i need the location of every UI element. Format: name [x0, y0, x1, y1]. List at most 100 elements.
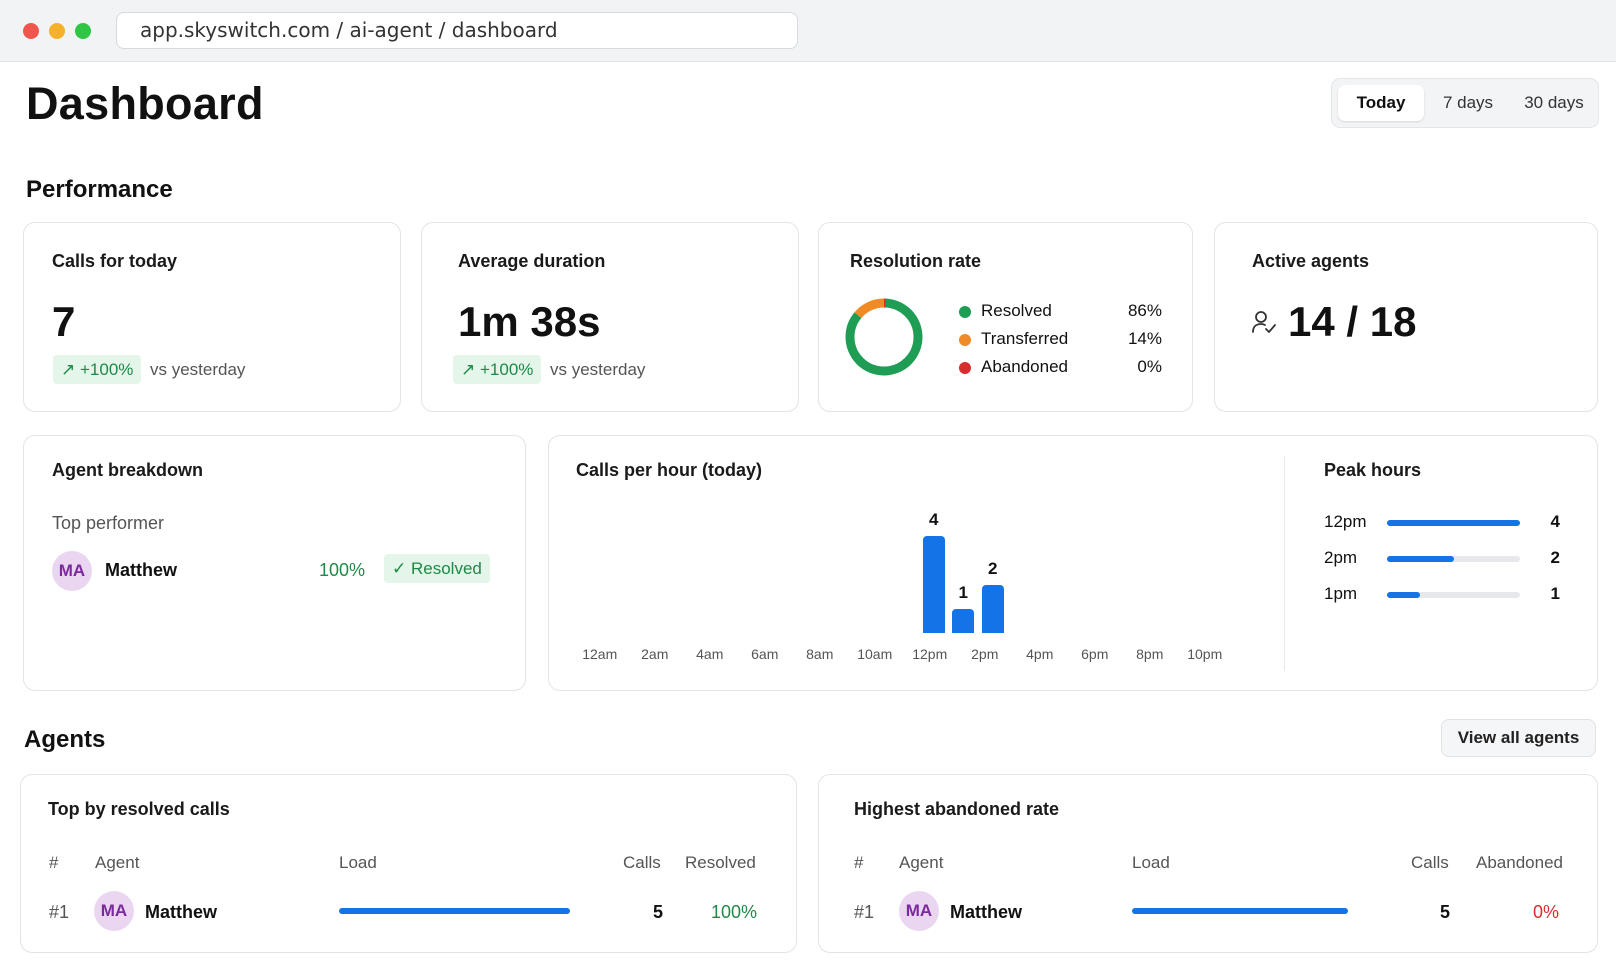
calls-value: 5	[1440, 902, 1451, 922]
legend-value: 86%	[1127, 301, 1162, 320]
page-title: Dashboard	[26, 78, 264, 129]
average-duration-card: Average duration 1m 38s ↗ +100% vs yeste…	[421, 222, 799, 412]
active-agents-value: 14 / 18	[1288, 298, 1417, 345]
x-tick-label: 6pm	[1081, 646, 1109, 662]
peak-hours-title: Peak hours	[1324, 460, 1422, 480]
load-bar	[339, 908, 570, 914]
delta-value: +100%	[479, 360, 534, 379]
legend-label: Abandoned	[981, 357, 1068, 376]
card-title: Active agents	[1252, 251, 1370, 271]
resolved-dot-icon	[959, 306, 971, 318]
agent-name[interactable]: Matthew	[950, 902, 1022, 922]
maximize-window-button[interactable]	[75, 23, 91, 39]
bar-12pm	[922, 536, 945, 633]
bar-1pm	[952, 608, 975, 633]
close-window-button[interactable]	[23, 23, 39, 39]
range-option-30-days[interactable]: 30 days	[1524, 93, 1584, 112]
peak-bar-track	[1387, 592, 1520, 598]
top-resolved-card: Top by resolved calls # Agent Load Calls…	[20, 774, 797, 953]
duration-delta-badge: ↗ +100%	[453, 355, 542, 384]
delta-caption: vs yesterday	[150, 360, 246, 379]
legend-transferred: Transferred 14%	[959, 329, 1162, 351]
x-tick-label: 12pm	[912, 646, 948, 662]
calls-per-hour-card: Calls per hour (today) Peak hours	[548, 435, 1598, 691]
calls-today-value: 7	[52, 298, 76, 345]
divider	[1284, 456, 1285, 671]
x-tick-label: 4am	[696, 646, 724, 662]
peak-label: 1pm	[1324, 584, 1358, 603]
range-option-today[interactable]: Today	[1338, 85, 1424, 121]
legend-value: 0%	[1137, 357, 1162, 376]
delta-value: +100%	[79, 360, 134, 379]
calls-delta-badge: ↗ +100%	[53, 355, 142, 384]
x-tick-label: 8am	[806, 646, 834, 662]
calls-value: 5	[653, 902, 664, 922]
user-check-icon	[1252, 311, 1276, 333]
column-header-load: Load	[1132, 853, 1170, 872]
resolution-rate-card: Resolution rate Resolved 86% Transferred…	[818, 222, 1193, 412]
range-option-7-days[interactable]: 7 days	[1442, 93, 1494, 112]
address-bar[interactable]: app.skyswitch.com / ai-agent / dashboard	[116, 12, 798, 49]
card-title: Agent breakdown	[52, 460, 204, 480]
column-header-rank: #	[854, 853, 864, 872]
legend-label: Resolved	[981, 301, 1052, 320]
chart-title: Calls per hour (today)	[576, 460, 763, 480]
x-tick-label: 10pm	[1187, 646, 1223, 662]
transferred-dot-icon	[959, 334, 971, 346]
peak-value: 4	[1550, 512, 1560, 531]
arrow-up-right-icon: ↗	[461, 360, 476, 379]
column-header-resolved: Resolved	[685, 853, 756, 872]
peak-bar-track	[1387, 520, 1520, 526]
delta-caption: vs yesterday	[550, 360, 646, 379]
avatar: MA	[899, 891, 939, 931]
column-header-agent: Agent	[899, 853, 944, 872]
bar-2pm	[981, 584, 1004, 633]
column-header-calls: Calls	[623, 853, 661, 872]
peak-bar-fill	[1387, 520, 1520, 526]
abandoned-value: 0%	[1533, 902, 1560, 922]
status-label: Resolved	[410, 559, 482, 578]
agent-name[interactable]: Matthew	[145, 902, 217, 922]
avatar: MA	[52, 551, 92, 591]
agent-breakdown-card: Agent breakdown Top performer MA Matthew…	[23, 435, 526, 691]
peak-bar-fill	[1387, 556, 1454, 562]
legend-abandoned: Abandoned 0%	[959, 357, 1162, 379]
card-title: Average duration	[458, 251, 606, 271]
bar-value-label: 1	[958, 582, 968, 602]
agent-name[interactable]: Matthew	[105, 560, 177, 580]
column-header-rank: #	[49, 853, 59, 872]
x-tick-label: 8pm	[1136, 646, 1164, 662]
peak-row-1pm: 1pm 1	[1324, 584, 1560, 608]
top-performer-label: Top performer	[52, 513, 165, 533]
active-agents-card: Active agents 14 / 18	[1214, 222, 1598, 412]
donut-segment-abandoned	[845, 298, 923, 376]
date-range-selector: Today 7 days 30 days	[1331, 78, 1599, 128]
view-all-agents-button[interactable]: View all agents	[1441, 719, 1596, 757]
bar-value-label: 4	[929, 510, 939, 529]
highest-abandoned-card: Highest abandoned rate # Agent Load Call…	[818, 774, 1598, 953]
calls-today-card: Calls for today 7 ↗ +100% vs yesterday	[23, 222, 401, 412]
card-title: Resolution rate	[850, 251, 982, 271]
x-tick-label: 12am	[582, 646, 618, 662]
legend-resolved: Resolved 86%	[959, 301, 1162, 323]
arrow-up-right-icon: ↗	[61, 360, 76, 379]
card-title: Highest abandoned rate	[854, 799, 1060, 819]
peak-value: 2	[1550, 548, 1560, 567]
status-badge: ✓ Resolved	[384, 554, 490, 583]
peak-bar-track	[1387, 556, 1520, 562]
agents-heading: Agents	[24, 726, 106, 753]
peak-row-12pm: 12pm 4	[1324, 512, 1560, 536]
x-tick-label: 10am	[857, 646, 893, 662]
peak-label: 2pm	[1324, 548, 1358, 567]
card-title: Calls for today	[52, 251, 178, 271]
peak-label: 12pm	[1324, 512, 1367, 531]
legend-value: 14%	[1127, 329, 1162, 348]
peak-row-2pm: 2pm 2	[1324, 548, 1560, 572]
minimize-window-button[interactable]	[49, 23, 65, 39]
peak-bar-fill	[1387, 592, 1421, 598]
card-title: Top by resolved calls	[48, 799, 230, 819]
column-header-load: Load	[339, 853, 377, 872]
abandoned-dot-icon	[959, 362, 971, 374]
x-tick-label: 2am	[641, 646, 669, 662]
resolved-value: 100%	[711, 902, 758, 922]
